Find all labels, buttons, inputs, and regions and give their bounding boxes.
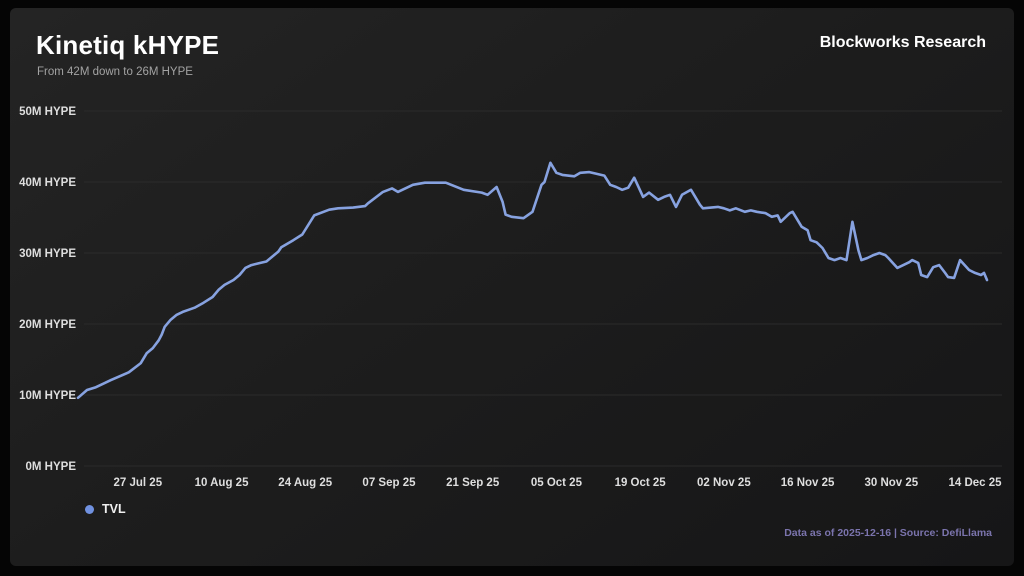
- legend-item-label: TVL: [102, 502, 126, 516]
- legend-dot-icon: [85, 504, 94, 514]
- chart-card: [10, 8, 1014, 566]
- x-axis-tick-label: 14 Dec 25: [949, 477, 1003, 489]
- y-axis-tick-label: 0M HYPE: [26, 461, 77, 473]
- y-axis-tick-label: 30M HYPE: [19, 248, 76, 260]
- x-axis-tick-label: 07 Sep 25: [362, 477, 416, 489]
- y-axis-tick-label: 40M HYPE: [19, 177, 76, 189]
- x-axis-tick-label: 16 Nov 25: [781, 477, 835, 489]
- chart-subtitle: From 42M down to 26M HYPE: [37, 66, 193, 78]
- x-axis-tick-label: 19 Oct 25: [615, 477, 667, 489]
- x-axis-tick-label: 21 Sep 25: [446, 477, 500, 489]
- y-axis-tick-label: 50M HYPE: [19, 106, 76, 118]
- x-axis-tick-label: 10 Aug 25: [195, 477, 250, 489]
- legend-item-tvl[interactable]: TVL: [85, 502, 126, 516]
- x-axis-tick-label: 27 Jul 25: [114, 477, 163, 489]
- y-axis-tick-label: 20M HYPE: [19, 319, 76, 331]
- y-axis-tick-label: 10M HYPE: [19, 390, 76, 402]
- x-axis-tick-label: 05 Oct 25: [531, 477, 583, 489]
- page-title: Kinetiq kHYPE: [36, 30, 220, 60]
- x-axis-tick-label: 02 Nov 25: [697, 477, 751, 489]
- tvl-series-line: [76, 161, 989, 400]
- brand-wordmark: Blockworks Research: [819, 34, 986, 51]
- x-axis-tick-label: 30 Nov 25: [864, 477, 918, 489]
- data-source-note: Data as of 2025-12-16 | Source: DefiLlam…: [784, 527, 992, 539]
- x-axis-tick-label: 24 Aug 25: [278, 477, 333, 489]
